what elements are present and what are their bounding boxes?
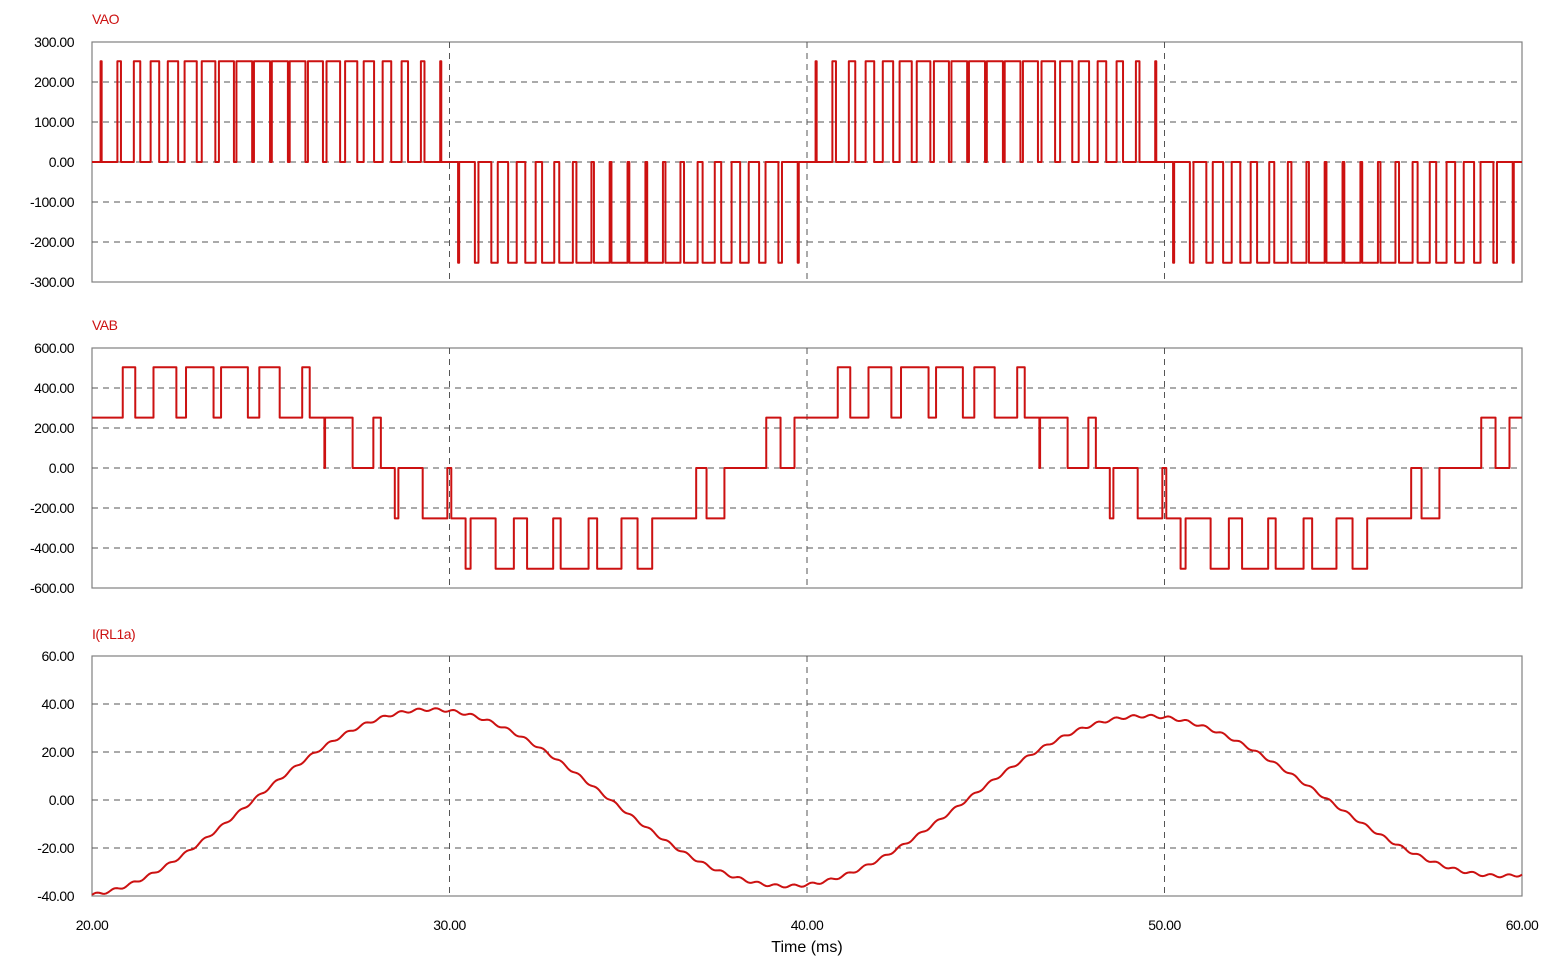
series-title-vab: VAB [92,317,118,333]
y-tick-label: 20.00 [41,744,74,760]
grid-lines [92,656,1522,896]
y-tick-label: 40.00 [41,696,74,712]
y-tick-label: -200.00 [30,234,75,250]
y-tick-label: 300.00 [34,34,75,50]
y-tick-label: -600.00 [30,580,75,596]
y-tick-label: -40.00 [37,888,74,904]
x-tick-label: 40.00 [791,917,824,933]
x-axis-title: Time (ms) [771,939,842,956]
y-tick-label: -20.00 [37,840,74,856]
y-tick-label: 0.00 [49,154,75,170]
y-tick-label: -200.00 [30,500,75,516]
panel-vab: VAB 600.00 400.00 200.00 0.00 -200.00 -4… [30,317,1523,596]
y-tick-label: 400.00 [34,380,75,396]
y-tick-label: -300.00 [30,274,75,290]
x-axis: 20.00 30.00 40.00 50.00 60.00 Time (ms) [76,917,1540,956]
x-tick-label: 50.00 [1148,917,1181,933]
vao-trace [92,60,1522,264]
series-title-vao: VAO [92,11,120,27]
y-tick-labels: 300.00 200.00 100.00 0.00 -100.00 -200.0… [30,34,75,290]
y-tick-labels: 60.00 40.00 20.00 0.00 -20.00 -40.00 [37,648,75,904]
y-tick-label: 0.00 [49,460,75,476]
y-tick-label: 200.00 [34,420,75,436]
series-title-current: I(RL1a) [92,626,135,642]
y-tick-label: -100.00 [30,194,75,210]
y-tick-label: 200.00 [34,74,75,90]
panel-current: I(RL1a) 60.00 40.00 20.00 0.00 -20.00 -4… [37,626,1523,904]
vab-trace [92,366,1522,570]
y-tick-label: 100.00 [34,114,75,130]
y-tick-label: 600.00 [34,340,75,356]
grid-lines [92,348,1522,588]
x-tick-label: 30.00 [433,917,466,933]
y-tick-labels: 600.00 400.00 200.00 0.00 -200.00 -400.0… [30,340,75,596]
current-trace [91,707,1523,896]
x-tick-label: 60.00 [1506,917,1539,933]
y-tick-label: 0.00 [49,792,75,808]
panel-vao: VAO 300.00 200.00 100.00 0.00 -100.00 -2… [30,11,1523,290]
y-tick-label: -400.00 [30,540,75,556]
x-tick-label: 20.00 [76,917,109,933]
y-tick-label: 60.00 [41,648,74,664]
